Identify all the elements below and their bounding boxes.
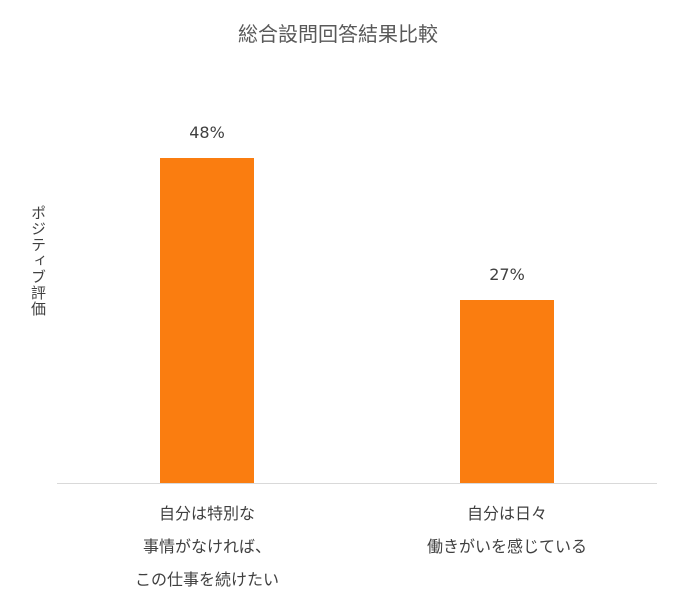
chart-title: 総合設問回答結果比較: [238, 22, 438, 46]
x-axis-line: [57, 483, 657, 484]
data-label: 27%: [489, 265, 525, 285]
y-axis-label: ポジティブ評価: [29, 205, 47, 317]
x-tick-label: 自分は特別な 事情がなければ、 この仕事を続けたい: [134, 504, 279, 589]
x-tick-label: 自分は日々 働きがいを感じている: [426, 504, 587, 556]
bar: [460, 300, 554, 483]
data-label: 48%: [189, 123, 225, 142]
bar: [160, 158, 254, 483]
